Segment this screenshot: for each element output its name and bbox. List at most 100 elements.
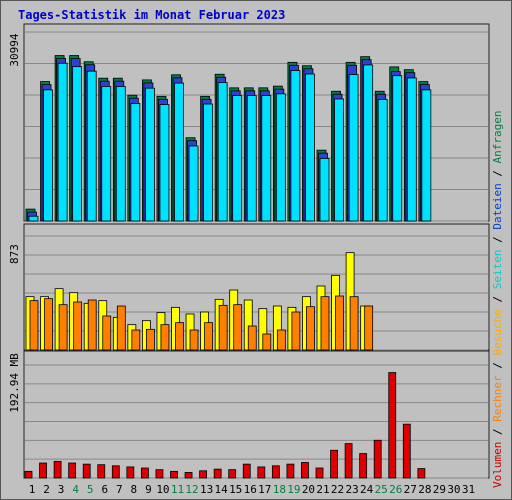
bar-seiten-day-20 xyxy=(305,73,315,222)
bar-volumen-day-14 xyxy=(213,468,222,479)
bar-rechner-day-14 xyxy=(218,304,228,351)
bar-seiten-day-13 xyxy=(203,103,214,222)
legend-label-0: Volumen xyxy=(491,442,504,488)
bar-volumen-day-21 xyxy=(315,467,324,479)
bar-volumen-day-26 xyxy=(388,372,397,479)
bar-volumen-day-13 xyxy=(199,470,208,479)
right-legend-label: Volumen / Rechner / Besuche / Seiten / D… xyxy=(491,110,504,488)
bar-seiten-day-8 xyxy=(130,103,141,222)
x-tick-label-day-30: 30 xyxy=(447,483,460,496)
x-tick-label-day-12: 12 xyxy=(185,483,198,496)
bar-rechner-day-15 xyxy=(233,304,243,351)
x-tick-label-day-16: 16 xyxy=(244,483,257,496)
x-tick-label-day-8: 8 xyxy=(131,483,138,496)
bar-rechner-day-7 xyxy=(116,305,126,351)
bar-volumen-day-4 xyxy=(68,462,77,479)
bar-seiten-day-11 xyxy=(174,82,184,222)
x-tick-label-day-19: 19 xyxy=(287,483,300,496)
legend-label-4: Besuche xyxy=(491,309,504,355)
x-tick-label-day-9: 9 xyxy=(145,483,152,496)
legend-label-10: Anfragen xyxy=(491,110,504,163)
bar-rechner-day-19 xyxy=(291,311,301,351)
bar-seiten-day-10 xyxy=(159,104,170,222)
x-tick-label-day-22: 22 xyxy=(331,483,344,496)
bar-seiten-day-2 xyxy=(43,89,53,222)
legend-label-5: / xyxy=(491,289,504,309)
bar-volumen-day-10 xyxy=(155,469,164,479)
bar-volumen-day-1 xyxy=(24,470,33,479)
bar-volumen-day-22 xyxy=(330,449,338,479)
bar-rechner-day-16 xyxy=(247,325,257,351)
x-tick-label-day-14: 14 xyxy=(215,483,229,496)
bar-seiten-day-1 xyxy=(28,215,39,222)
x-tick-label-day-17: 17 xyxy=(258,483,271,496)
bar-rechner-day-17 xyxy=(262,333,272,351)
legend-label-8: Dateien xyxy=(491,183,504,229)
bar-volumen-day-23 xyxy=(344,443,353,479)
bar-volumen-day-8 xyxy=(126,466,135,479)
bar-volumen-day-5 xyxy=(82,463,91,479)
bar-seiten-day-14 xyxy=(217,82,228,222)
bar-volumen-day-16 xyxy=(242,463,251,479)
x-tick-label-day-5: 5 xyxy=(87,483,94,496)
x-tick-label-day-13: 13 xyxy=(200,483,213,496)
bar-seiten-day-23 xyxy=(348,74,359,222)
bar-rechner-day-1 xyxy=(29,300,39,351)
bar-seiten-day-4 xyxy=(72,66,83,222)
bar-rechner-day-5 xyxy=(87,299,97,351)
legend-label-6: Seiten xyxy=(491,250,504,290)
x-tick-label-day-1: 1 xyxy=(29,483,36,496)
x-tick-label-day-26: 26 xyxy=(389,483,402,496)
visits-panel: 873 xyxy=(8,223,490,351)
bar-rechner-day-3 xyxy=(58,304,68,351)
bar-volumen-day-19 xyxy=(286,463,295,479)
bar-seiten-day-26 xyxy=(392,75,403,222)
bar-volumen-day-12 xyxy=(184,472,193,479)
bar-rechner-day-21 xyxy=(320,296,330,351)
bar-volumen-day-6 xyxy=(97,464,106,479)
bar-volumen-day-18 xyxy=(271,465,280,479)
bar-seiten-day-6 xyxy=(101,86,112,222)
bar-rechner-day-10 xyxy=(160,324,170,351)
legend-label-9: / xyxy=(491,163,504,183)
bar-seiten-day-28 xyxy=(421,89,432,222)
bar-volumen-day-2 xyxy=(39,462,47,479)
x-tick-label-day-15: 15 xyxy=(229,483,242,496)
bar-rechner-day-24 xyxy=(364,305,374,351)
bar-seiten-day-5 xyxy=(86,70,97,222)
bar-seiten-day-7 xyxy=(115,86,126,222)
bar-rechner-day-4 xyxy=(73,301,83,351)
bar-volumen-day-28 xyxy=(417,468,426,479)
bar-seiten-day-9 xyxy=(144,87,155,222)
requests-panel: 30994 xyxy=(8,23,490,222)
bar-seiten-day-22 xyxy=(334,98,344,222)
bar-seiten-day-15 xyxy=(232,95,243,222)
bar-rechner-day-13 xyxy=(204,322,214,351)
x-tick-label-day-11: 11 xyxy=(171,483,184,496)
bar-seiten-day-17 xyxy=(261,95,272,222)
bar-rechner-day-23 xyxy=(349,296,359,351)
bar-volumen-day-11 xyxy=(170,470,178,479)
volume-panel: 192.94 MB xyxy=(8,350,490,479)
x-tick-label-day-10: 10 xyxy=(156,483,169,496)
legend-label-7: / xyxy=(491,230,504,250)
bar-rechner-day-18 xyxy=(276,329,286,351)
bar-volumen-day-24 xyxy=(359,453,368,479)
y-tick-label-1: 30994 xyxy=(8,33,21,66)
bar-seiten-day-24 xyxy=(363,64,374,222)
legend-label-1: / xyxy=(491,422,504,442)
bar-rechner-day-12 xyxy=(189,329,199,351)
x-tick-label-day-23: 23 xyxy=(345,483,358,496)
bar-volumen-day-20 xyxy=(301,462,309,479)
bar-seiten-day-16 xyxy=(246,95,257,222)
x-tick-label-day-2: 2 xyxy=(43,483,50,496)
bar-rechner-day-11 xyxy=(175,322,184,351)
bar-seiten-day-3 xyxy=(57,62,68,222)
x-tick-label-day-20: 20 xyxy=(302,483,315,496)
x-tick-label-day-7: 7 xyxy=(116,483,123,496)
legend-label-2: Rechner xyxy=(491,375,504,422)
x-tick-label-day-29: 29 xyxy=(433,483,446,496)
bar-volumen-day-17 xyxy=(257,466,266,479)
x-tick-label-day-27: 27 xyxy=(404,483,417,496)
bar-volumen-day-3 xyxy=(53,460,62,479)
